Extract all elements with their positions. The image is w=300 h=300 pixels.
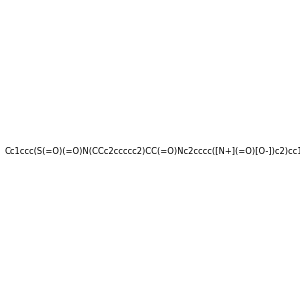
Text: Cc1ccc(S(=O)(=O)N(CCc2ccccc2)CC(=O)Nc2cccc([N+](=O)[O-])c2)cc1: Cc1ccc(S(=O)(=O)N(CCc2ccccc2)CC(=O)Nc2cc… <box>4 147 300 156</box>
